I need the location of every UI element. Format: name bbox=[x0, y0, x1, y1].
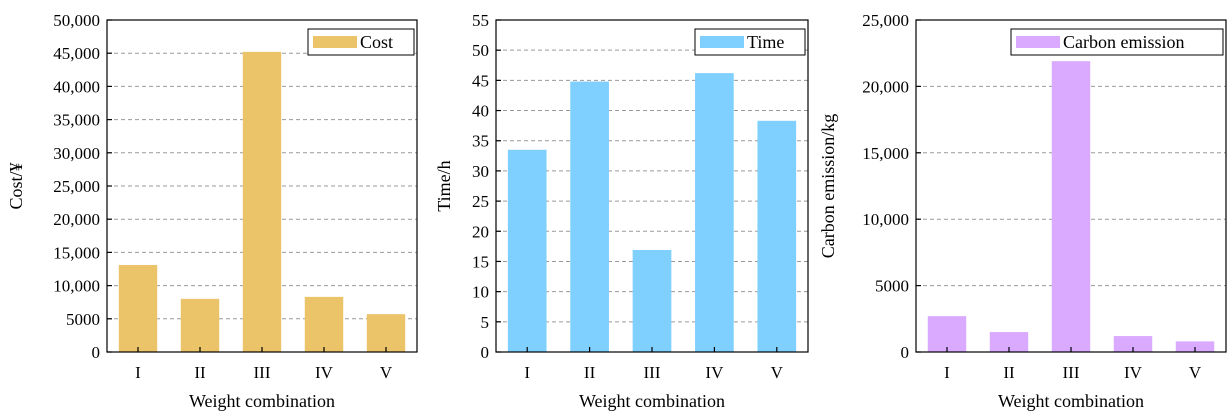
bar-cost-II bbox=[180, 298, 220, 352]
bar-time-V bbox=[757, 120, 797, 352]
y-tick-label: 10 bbox=[472, 283, 489, 302]
y-tick-label: 25,000 bbox=[862, 11, 909, 30]
y-tick-label: 35 bbox=[472, 132, 489, 151]
x-tick-label: I bbox=[135, 363, 141, 382]
y-tick-label: 50 bbox=[472, 41, 489, 60]
bar-time-I bbox=[507, 149, 547, 352]
x-tick-label: V bbox=[771, 363, 784, 382]
plot-frame bbox=[495, 19, 809, 353]
bar-carbon-emission-III bbox=[1051, 61, 1091, 352]
y-tick-label: 45 bbox=[472, 71, 489, 90]
x-tick-label: I bbox=[944, 363, 950, 382]
y-tick-label: 0 bbox=[901, 343, 910, 362]
y-tick-label: 20 bbox=[472, 222, 489, 241]
x-tick-label: II bbox=[194, 363, 206, 382]
bar-cost-III bbox=[242, 51, 282, 352]
x-axis-title: Weight combination bbox=[998, 391, 1144, 411]
y-tick-label: 50,000 bbox=[53, 11, 100, 30]
x-tick-label: III bbox=[254, 363, 271, 382]
x-tick-label: II bbox=[584, 363, 596, 382]
y-axis-title: Carbon emission/kg bbox=[818, 114, 838, 259]
y-tick-label: 30,000 bbox=[53, 144, 100, 163]
x-tick-label: IV bbox=[705, 363, 724, 382]
y-tick-label: 15,000 bbox=[862, 144, 909, 163]
y-tick-label: 10,000 bbox=[862, 210, 909, 229]
y-tick-label: 25,000 bbox=[53, 177, 100, 196]
bar-time-II bbox=[570, 81, 609, 352]
y-tick-label: 30 bbox=[472, 162, 489, 181]
chart-panel-1: I II III IV V0500010,00015,00020,00025,00030… bbox=[6, 11, 418, 411]
x-tick-label: V bbox=[380, 363, 393, 382]
bar-time-IV bbox=[695, 73, 734, 353]
y-tick-label: 20,000 bbox=[862, 77, 909, 96]
chart-panel-3: I II III IV V0500010,00015,00020,00025,000We… bbox=[818, 11, 1227, 411]
x-tick-label: V bbox=[1189, 363, 1202, 382]
bar-carbon-emission-II bbox=[989, 332, 1029, 352]
x-tick-label: III bbox=[644, 363, 661, 382]
x-tick-label: I bbox=[524, 363, 530, 382]
y-tick-label: 20,000 bbox=[53, 210, 100, 229]
bar-cost-IV bbox=[304, 296, 344, 352]
legend-label: Cost bbox=[360, 32, 393, 52]
bar-time-III bbox=[632, 249, 672, 352]
y-tick-label: 10,000 bbox=[53, 277, 100, 296]
y-tick-label: 40 bbox=[472, 102, 489, 121]
legend-swatch bbox=[1016, 36, 1060, 48]
bar-cost-V bbox=[366, 314, 406, 352]
legend-swatch bbox=[313, 36, 357, 48]
legend-label: Carbon emission bbox=[1063, 32, 1185, 52]
y-tick-label: 45,000 bbox=[53, 44, 100, 63]
y-tick-label: 5000 bbox=[66, 310, 100, 329]
x-tick-label: IV bbox=[1124, 363, 1143, 382]
bar-carbon-emission-IV bbox=[1113, 336, 1153, 352]
x-tick-label: III bbox=[1063, 363, 1080, 382]
y-tick-label: 0 bbox=[481, 343, 490, 362]
y-axis-title: Time/h bbox=[434, 160, 454, 211]
y-tick-label: 15,000 bbox=[53, 243, 100, 262]
bar-carbon-emission-V bbox=[1175, 341, 1215, 352]
x-axis-title: Weight combination bbox=[579, 391, 725, 411]
bar-carbon-emission-I bbox=[927, 316, 967, 352]
legend-label: Time bbox=[747, 32, 784, 52]
plot-frame bbox=[106, 19, 418, 353]
y-tick-label: 5000 bbox=[875, 277, 909, 296]
y-axis-title: Cost/¥ bbox=[6, 162, 26, 209]
y-tick-label: 0 bbox=[92, 343, 101, 362]
y-tick-label: 15 bbox=[472, 252, 489, 271]
y-tick-label: 35,000 bbox=[53, 111, 100, 130]
x-tick-label: II bbox=[1003, 363, 1015, 382]
y-tick-label: 55 bbox=[472, 11, 489, 30]
x-axis-title: Weight combination bbox=[189, 391, 335, 411]
y-tick-label: 5 bbox=[481, 313, 490, 332]
x-tick-label: IV bbox=[315, 363, 334, 382]
bar-cost-I bbox=[118, 265, 158, 352]
plot-frame bbox=[915, 19, 1227, 353]
legend-swatch bbox=[700, 36, 744, 48]
y-tick-label: 25 bbox=[472, 192, 489, 211]
y-tick-label: 40,000 bbox=[53, 77, 100, 96]
